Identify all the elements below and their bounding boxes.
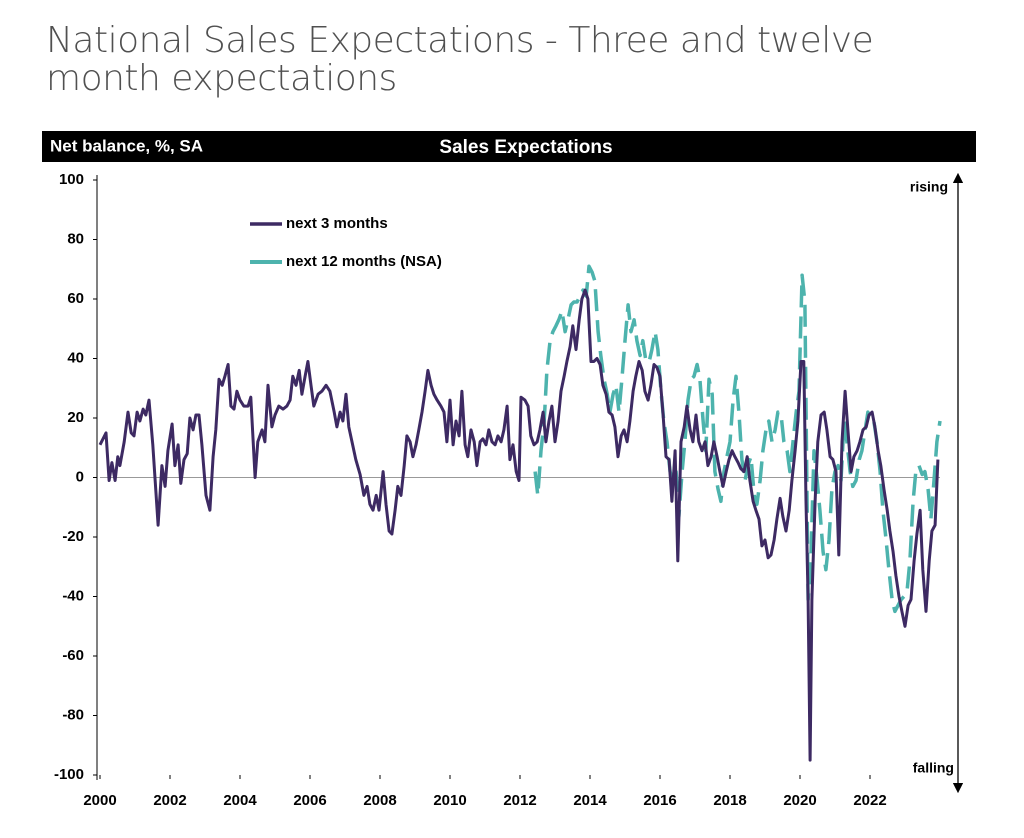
x-tick-label: 2018 — [713, 792, 746, 809]
x-tick-label: 2008 — [363, 792, 396, 809]
y-tick-label: 0 — [76, 468, 84, 485]
page-title: National Sales Expectations - Three and … — [46, 20, 874, 99]
y-tick-label: 60 — [67, 290, 84, 307]
y-tick-label: -20 — [62, 528, 84, 545]
x-tick-label: 2022 — [853, 792, 886, 809]
x-tick-label: 2004 — [223, 792, 257, 809]
annotation: falling — [913, 760, 954, 776]
chart-subtitle: Sales Expectations — [439, 137, 612, 158]
x-tick-label: 2020 — [783, 792, 816, 809]
annotation: rising — [910, 179, 948, 195]
x-tick-label: 2002 — [153, 792, 186, 809]
y-tick-label: 20 — [67, 409, 84, 426]
legend-label: next 12 months (NSA) — [286, 253, 442, 270]
x-tick-label: 2014 — [573, 792, 607, 809]
legend-label: next 3 months — [286, 215, 388, 232]
x-tick-label: 2010 — [433, 792, 466, 809]
y-tick-label: -60 — [62, 647, 84, 664]
header-bar — [42, 131, 976, 162]
x-tick-label: 2000 — [83, 792, 116, 809]
x-tick-label: 2016 — [643, 792, 676, 809]
y-tick-label: -40 — [62, 587, 84, 604]
y-tick-label: 80 — [67, 230, 84, 247]
y-axis-label: Net balance, %, SA — [50, 136, 203, 155]
x-tick-label: 2012 — [503, 792, 536, 809]
y-tick-label: 40 — [67, 349, 84, 366]
y-tick-label: -100 — [54, 766, 84, 783]
y-tick-label: 100 — [59, 171, 84, 188]
x-tick-label: 2006 — [293, 792, 326, 809]
y-tick-label: -80 — [62, 706, 84, 723]
series-line — [533, 264, 942, 614]
series-line — [98, 288, 940, 762]
